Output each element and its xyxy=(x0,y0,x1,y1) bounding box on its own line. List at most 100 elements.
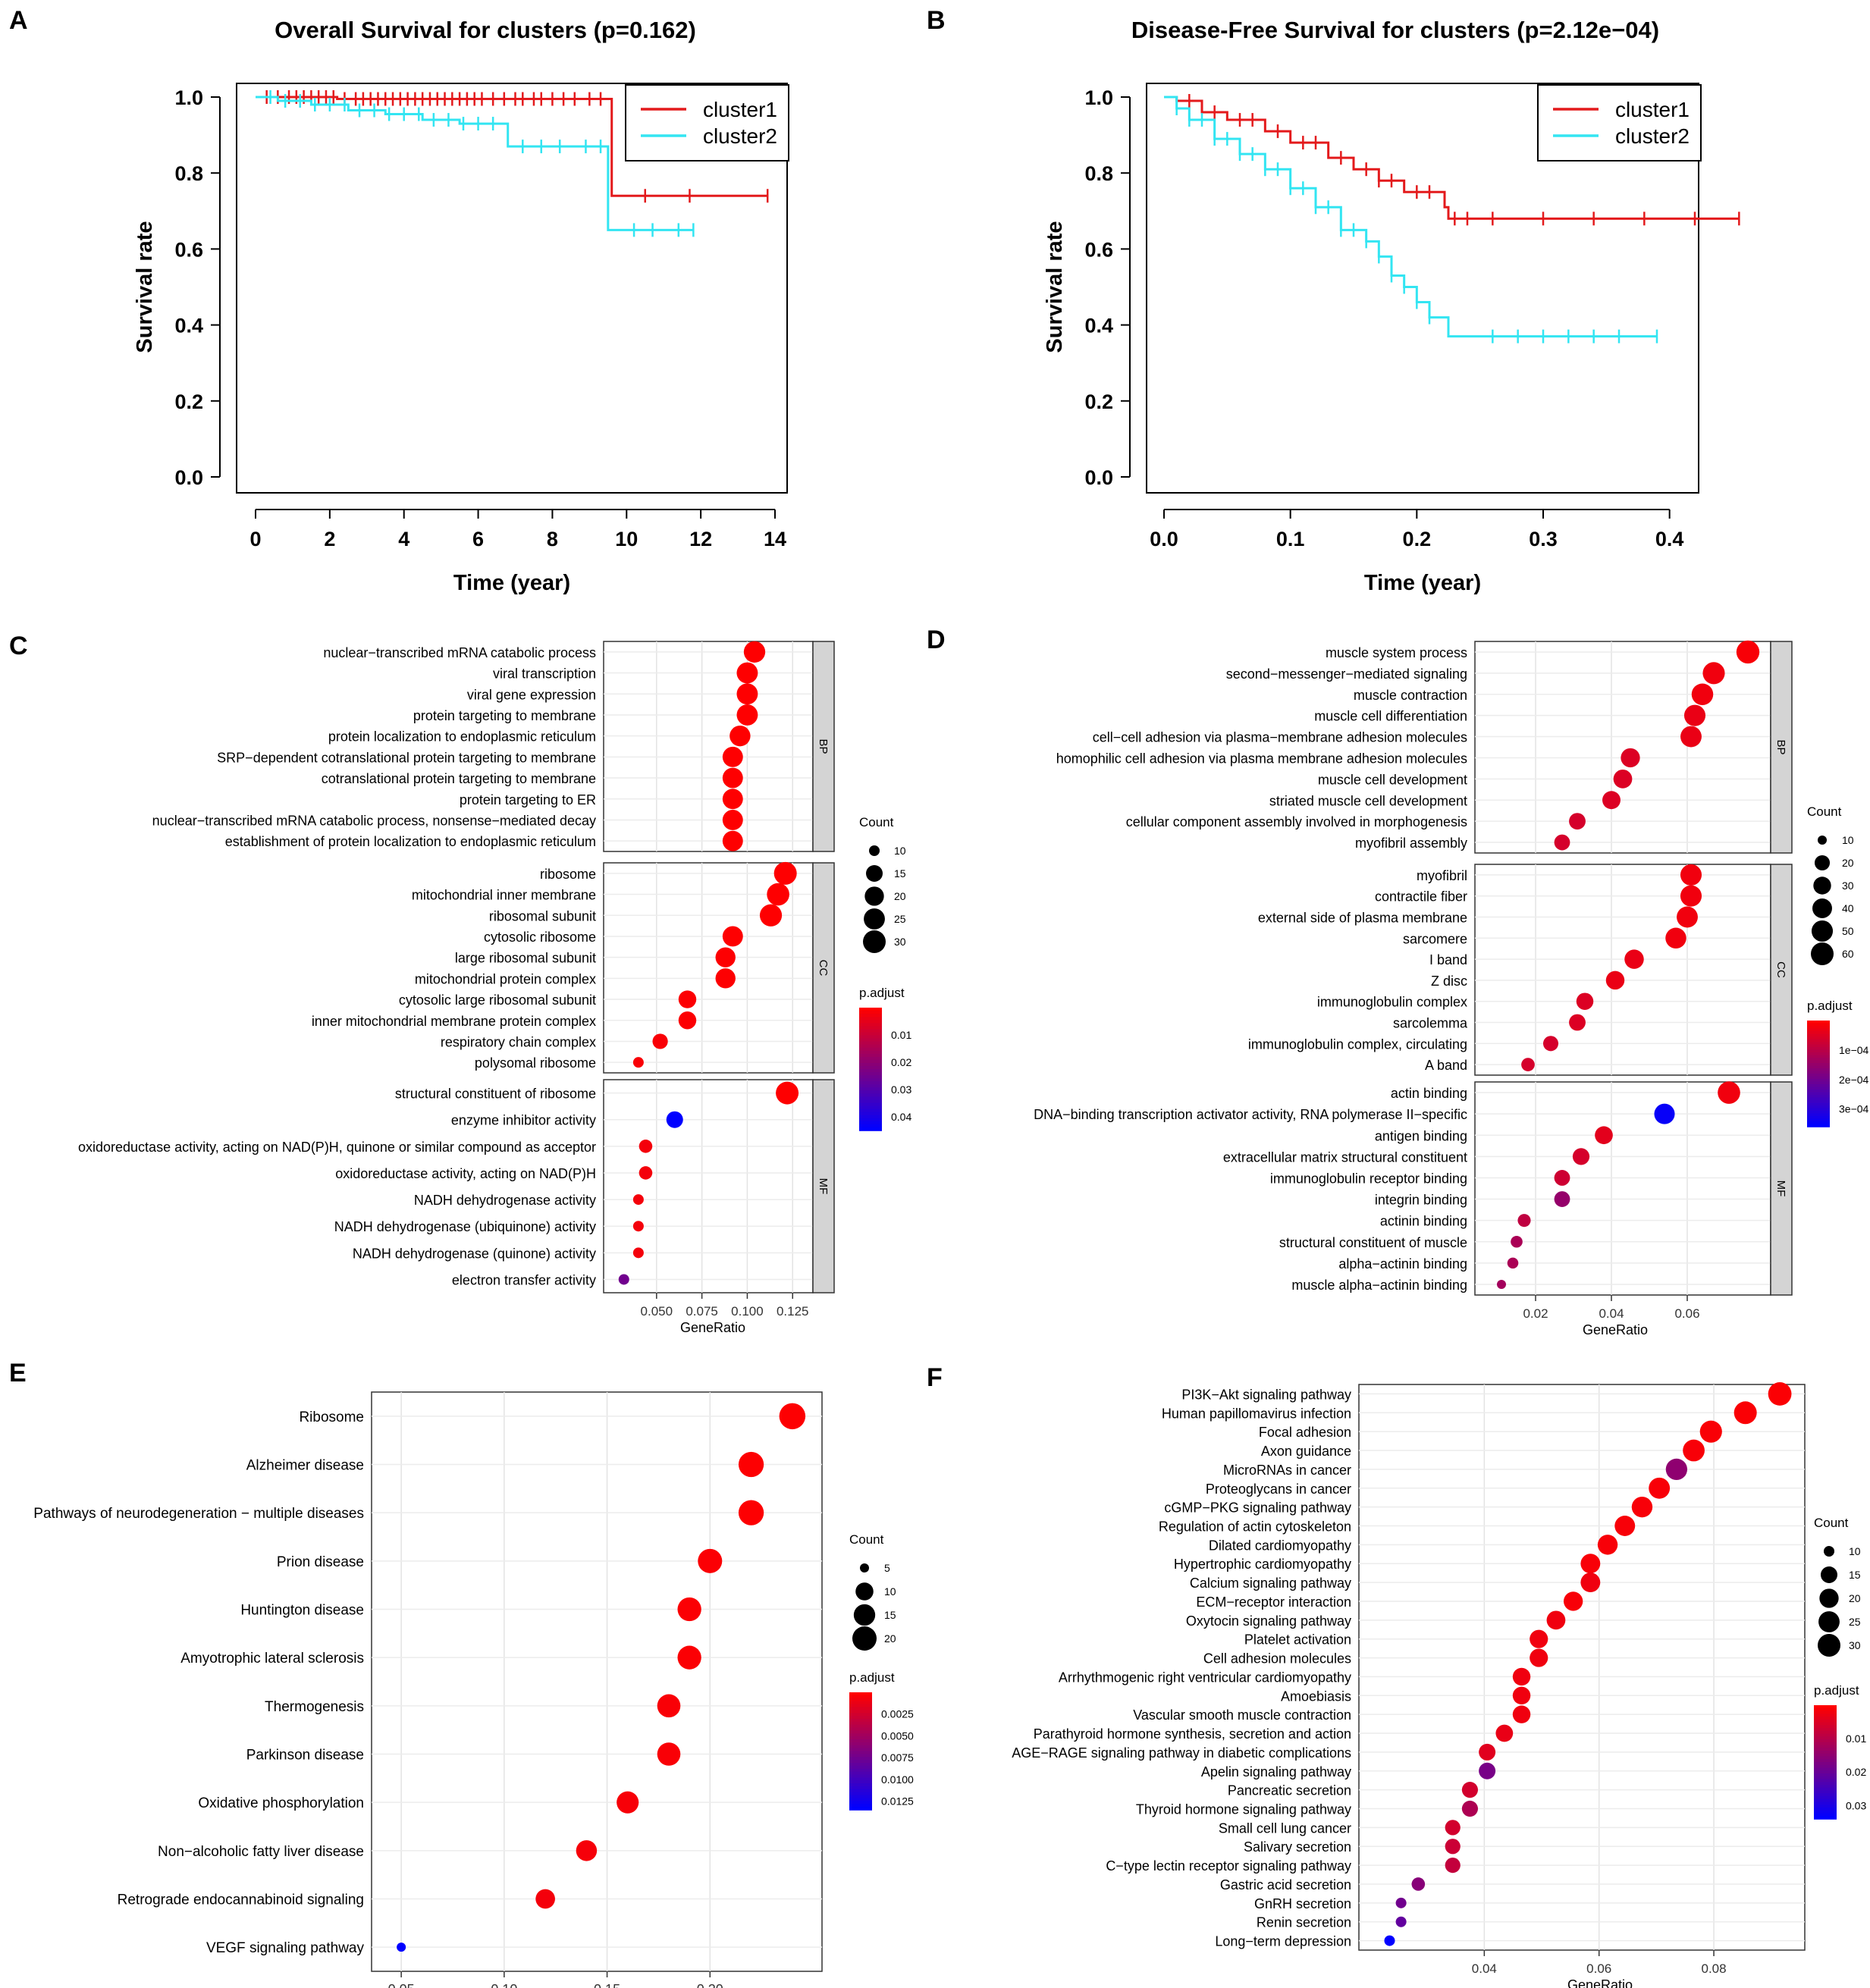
padj-gradient-segment xyxy=(1807,1087,1830,1090)
term-label: SRP−dependent cotranslational protein ta… xyxy=(217,750,596,765)
dot-point xyxy=(722,926,743,947)
term-label: Non−alcoholic fatty liver disease xyxy=(158,1844,364,1860)
padj-gradient-segment xyxy=(859,1014,882,1018)
padj-gradient-segment xyxy=(1814,1728,1837,1732)
dot-point xyxy=(715,947,736,967)
term-label: cytosolic large ribosomal subunit xyxy=(399,992,596,1008)
padj-gradient-segment xyxy=(859,1050,882,1055)
padj-gradient-segment xyxy=(1807,1055,1830,1058)
dot-point xyxy=(736,704,758,726)
count-legend-dot xyxy=(860,1563,869,1573)
x-tick-label: 0.3 xyxy=(1529,528,1558,550)
term-label: mitochondrial inner membrane xyxy=(412,888,596,903)
panel-label-b: B xyxy=(927,6,946,35)
padj-gradient-segment xyxy=(859,1047,882,1052)
dot-point xyxy=(1718,1081,1740,1104)
panel-label-a: A xyxy=(9,6,28,35)
plot-frame xyxy=(236,83,788,494)
padj-gradient-segment xyxy=(849,1730,872,1735)
padj-gradient-segment xyxy=(1807,1042,1830,1046)
dot-point xyxy=(638,1140,653,1153)
padj-gradient-segment xyxy=(859,1105,882,1110)
term-label: Gastric acid secretion xyxy=(1220,1877,1351,1892)
dot-point xyxy=(1479,1743,1496,1761)
padj-gradient-segment xyxy=(1814,1773,1837,1777)
padj-gradient-segment xyxy=(1807,1060,1830,1064)
y-axis-title: Survival rate xyxy=(133,221,157,353)
count-legend-label: 15 xyxy=(894,867,906,880)
padj-gradient-segment xyxy=(849,1774,872,1779)
padj-legend-title: p.adjust xyxy=(1807,999,1853,1013)
padj-gradient-segment xyxy=(1814,1779,1837,1783)
term-label: cytosolic ribosome xyxy=(484,930,596,945)
dot-point xyxy=(677,1645,701,1670)
padj-gradient-segment xyxy=(859,1118,882,1122)
count-legend-title: Count xyxy=(1814,1516,1849,1530)
dot-point xyxy=(632,1221,644,1232)
padj-gradient-segment xyxy=(1807,1118,1830,1122)
padj-gradient-segment xyxy=(1807,1039,1830,1043)
padj-gradient-segment xyxy=(849,1754,872,1758)
padj-gradient-segment xyxy=(1814,1785,1837,1789)
term-label: C−type lectin receptor signaling pathway xyxy=(1106,1858,1351,1874)
term-label: NADH dehydrogenase (quinone) activity xyxy=(353,1246,596,1261)
padj-gradient-segment xyxy=(849,1792,872,1796)
term-label: structural constituent of ribosome xyxy=(395,1087,596,1102)
padj-gradient-segment xyxy=(1807,1068,1830,1072)
x-tick-label: 0.04 xyxy=(1599,1306,1624,1321)
padj-legend-title: p.adjust xyxy=(849,1670,895,1685)
dot-point xyxy=(1530,1648,1548,1667)
facet-strip xyxy=(812,862,835,1074)
padj-gradient-segment xyxy=(859,1035,882,1039)
legend-label-cluster1: cluster1 xyxy=(703,98,777,121)
padj-tick-label: 0.04 xyxy=(891,1111,911,1123)
x-axis-title: Time (year) xyxy=(1364,571,1481,595)
padj-legend-title: p.adjust xyxy=(1814,1683,1859,1698)
x-tick-label: 0.1 xyxy=(1276,528,1305,550)
term-label: DNA−binding transcription activator acti… xyxy=(1034,1107,1467,1122)
term-label: Oxidative phosphorylation xyxy=(198,1795,364,1811)
padj-gradient-segment xyxy=(849,1736,872,1740)
term-label: integrin binding xyxy=(1375,1193,1467,1208)
dot-point xyxy=(397,1943,406,1952)
dot-point xyxy=(1511,1235,1523,1248)
padj-gradient-segment xyxy=(859,1023,882,1027)
padj-gradient-segment xyxy=(849,1804,872,1808)
padj-legend-title: p.adjust xyxy=(859,986,905,1000)
term-label: Proteoglycans in cancer xyxy=(1206,1482,1351,1497)
facet-strip-label: BP xyxy=(1774,739,1787,754)
padj-gradient-segment xyxy=(859,1081,882,1086)
padj-gradient-segment xyxy=(1807,1028,1830,1032)
padj-gradient-segment xyxy=(1814,1796,1837,1800)
padj-gradient-segment xyxy=(1814,1736,1837,1740)
dot-point xyxy=(773,861,797,885)
panel-label-f: F xyxy=(927,1363,943,1392)
count-legend-label: 40 xyxy=(1842,902,1854,914)
padj-gradient-segment xyxy=(849,1807,872,1811)
padj-gradient-segment xyxy=(1807,1121,1830,1125)
dot-point xyxy=(1691,683,1714,705)
padj-gradient-segment xyxy=(849,1698,872,1702)
dot-point xyxy=(638,1166,653,1180)
dot-point xyxy=(738,1451,764,1478)
term-label: enzyme inhibitor activity xyxy=(451,1113,596,1128)
padj-gradient-segment xyxy=(1807,1074,1830,1077)
count-legend-dot xyxy=(1818,1611,1840,1632)
legend-label-cluster1: cluster1 xyxy=(1615,98,1690,121)
facet-strip-label: CC xyxy=(817,960,830,977)
term-label: Arrhythmogenic right ventricular cardiom… xyxy=(1059,1670,1351,1685)
padj-gradient-segment xyxy=(1807,1063,1830,1067)
dot-point xyxy=(1665,927,1686,949)
dot-point xyxy=(1563,1591,1583,1611)
y-axis-title: Survival rate xyxy=(1043,221,1067,353)
dot-point xyxy=(715,968,736,989)
padj-tick-label: 3e−04 xyxy=(1839,1103,1869,1115)
y-tick-label: 0.4 xyxy=(174,315,203,337)
dot-point xyxy=(535,1889,555,1909)
term-label: alpha−actinin binding xyxy=(1338,1256,1467,1272)
term-label: ribosomal subunit xyxy=(489,908,596,923)
dot-point xyxy=(1649,1477,1671,1499)
term-label: external side of plasma membrane xyxy=(1258,911,1467,926)
padj-tick-label: 1e−04 xyxy=(1839,1044,1869,1056)
padj-gradient-segment xyxy=(1814,1710,1837,1715)
